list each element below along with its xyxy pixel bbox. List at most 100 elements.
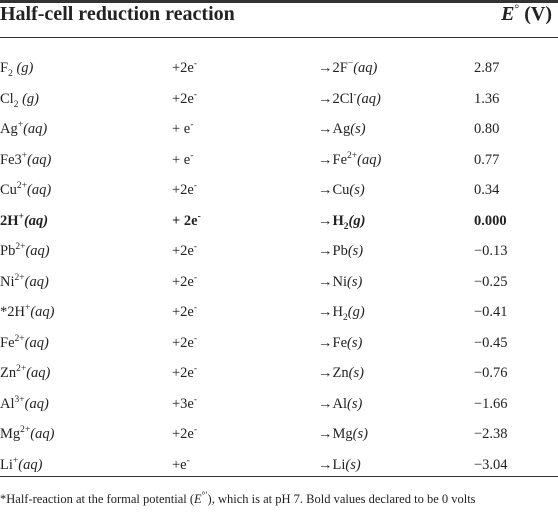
header-rule [0, 37, 558, 38]
oxidant-state: (aq) [25, 243, 50, 259]
oxidant-cell: Cl2 (g) [0, 84, 39, 114]
table-row: Ag+(aq) + e- →Ag(s) 0.80 [0, 114, 558, 145]
table-row: Pb2+(aq) +2e- →Pb(s) −0.13 [0, 236, 558, 267]
electrons: +2e [172, 334, 194, 351]
oxidant: *2H [0, 304, 25, 320]
oxidant-subscript: 2 [8, 68, 13, 79]
footnote-symbol: E [194, 492, 202, 506]
oxidant-charge: + [17, 120, 24, 131]
electrons-cell: +2e- [172, 328, 197, 358]
electrons-cell: +2e- [172, 236, 197, 266]
electrons: +e [172, 456, 187, 473]
table-row: *2H+(aq) +2e- →H2(g) −0.41 [0, 297, 558, 328]
bottom-rule [0, 476, 558, 477]
product-state: (aq) [356, 90, 381, 107]
product-charge: − [347, 59, 354, 70]
product-state: (aq) [353, 60, 378, 76]
table-header: Half-cell reduction reaction E° (V) [0, 0, 558, 36]
product: →2Cl [318, 90, 354, 107]
electrons: +2e [172, 304, 194, 320]
oxidant: Zn [0, 365, 17, 381]
potential-cell: −0.76 [474, 365, 508, 381]
oxidant: Mg [0, 426, 21, 442]
product-cell: →Al(s) [318, 389, 362, 419]
product: →Zn [318, 365, 349, 381]
table-body: F2 (g) +2e- →2F−(aq) 2.87 Cl2 (g) +2e- →2Cl-(a… [0, 53, 558, 480]
electron-charge: - [193, 181, 198, 192]
product-cell: →Fe2+(aq) [318, 145, 381, 175]
potential-cell: 0.000 [474, 212, 507, 229]
electron-charge: - [193, 272, 198, 283]
oxidant-charge: 2+ [16, 364, 27, 375]
product-state: (aq) [357, 151, 382, 168]
oxidant-charge: 2+ [14, 272, 25, 283]
potential-cell: −1.66 [474, 395, 508, 412]
oxidant-state: (aq) [24, 334, 49, 351]
electron-charge: - [197, 211, 201, 222]
electron-charge: - [193, 89, 198, 100]
table-row: Al3+(aq) +3e- →Al(s) −1.66 [0, 389, 558, 420]
oxidant-charge: 2+ [16, 181, 28, 192]
oxidant-charge: + [21, 150, 28, 161]
table-row: Li+(aq) +e- →Li(s) −3.04 [0, 450, 558, 481]
oxidant-charge: + [12, 455, 19, 466]
oxidant-charge: 2+ [14, 333, 25, 344]
product-state: (s) [348, 365, 364, 381]
oxidant: Cu [0, 182, 17, 198]
oxidant-cell: Al3+(aq) [0, 389, 49, 419]
electron-charge: - [190, 150, 194, 161]
product-state: (s) [347, 395, 363, 412]
product-cell: →H2(g) [318, 206, 365, 236]
oxidant-cell: Pb2+(aq) [0, 236, 50, 266]
product-state: (s) [349, 182, 365, 198]
product: →Ag [318, 121, 351, 137]
electron-charge: - [193, 59, 198, 70]
oxidant: Fe3 [0, 151, 22, 168]
potential-cell: −0.25 [474, 273, 508, 290]
potential-cell: −0.45 [474, 334, 508, 351]
table-row: Fe2+(aq) +2e- →Fe(s) −0.45 [0, 328, 558, 359]
oxidant: Ni [0, 273, 15, 290]
oxidant: F [0, 60, 9, 76]
product-cell: →Pb(s) [318, 236, 363, 266]
electrons: + e [172, 121, 191, 137]
potential-cell: −0.41 [474, 304, 508, 320]
product: →Li [318, 456, 346, 473]
product-state: (s) [350, 121, 366, 137]
potential-cell: 0.80 [474, 121, 500, 137]
oxidant-state: (aq) [30, 426, 55, 442]
product-cell: →Ag(s) [318, 114, 366, 144]
electrons-cell: +2e- [172, 297, 197, 327]
product-charge: 2+ [347, 150, 358, 161]
table-row: Mg2+(aq) +2e- →Mg(s) −2.38 [0, 419, 558, 450]
electron-charge: - [193, 303, 198, 314]
potential-cell: 2.87 [474, 60, 500, 76]
product-subscript: 2 [342, 312, 348, 323]
electrons-cell: +2e- [172, 419, 197, 449]
product-cell: →Mg(s) [318, 419, 368, 449]
product-cell: →Li(s) [318, 450, 361, 480]
product: →Fe [318, 334, 347, 351]
oxidant-charge: 3+ [14, 394, 25, 405]
electron-charge: - [186, 455, 190, 466]
oxidant-state: (aq) [23, 212, 49, 229]
potential-cell: −2.38 [474, 426, 508, 442]
electrons: +2e [172, 273, 194, 290]
product-cell: →Zn(s) [318, 358, 364, 388]
product-subscript: 2 [343, 221, 349, 232]
electrons: +2e [172, 426, 194, 442]
product: →Pb [318, 243, 348, 259]
top-rule [0, 0, 558, 3]
product-state: (s) [347, 243, 364, 259]
electrons: +2e [172, 365, 194, 381]
product-state: (s) [347, 273, 363, 290]
oxidant-cell: Fe3+(aq) [0, 145, 51, 175]
table-row: Zn2+(aq) +2e- →Zn(s) −0.76 [0, 358, 558, 389]
oxidant-cell: Li+(aq) [0, 450, 42, 480]
oxidant-charge: 2+ [20, 425, 31, 436]
electrons: +2e [172, 90, 194, 107]
oxidant-cell: Fe2+(aq) [0, 328, 49, 358]
electrons-cell: +2e- [172, 267, 197, 297]
oxidant-cell: F2 (g) [0, 53, 33, 83]
oxidant-state: (aq) [24, 273, 49, 290]
